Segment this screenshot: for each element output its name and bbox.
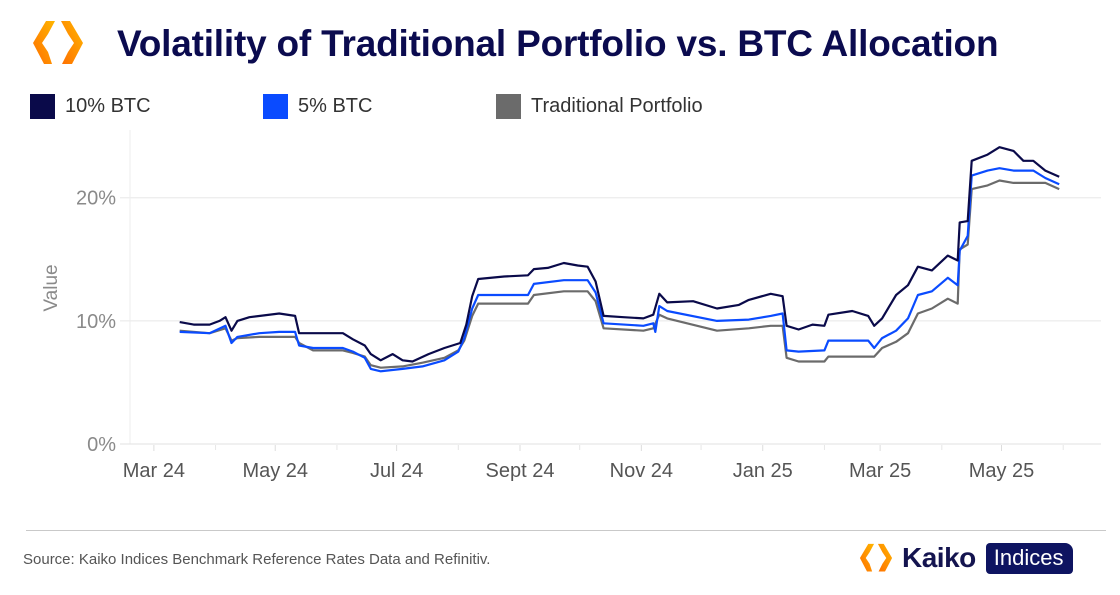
legend-label: 10% BTC xyxy=(65,94,151,117)
series-line-traditional-portfolio xyxy=(179,179,1060,369)
series-lines xyxy=(179,146,1060,373)
legend: 10% BTC 5% BTC Traditional Portfolio xyxy=(0,92,1120,120)
kaiko-brand-logo-icon xyxy=(859,543,893,572)
x-tick-label: Nov 24 xyxy=(610,460,673,482)
y-axis: 0% 10% 20% xyxy=(76,188,116,456)
footer-divider xyxy=(26,530,1106,531)
legend-item-5pct-btc[interactable]: 5% BTC xyxy=(263,92,372,120)
brand-name: Kaiko xyxy=(902,542,976,573)
x-tick-label: Mar 25 xyxy=(849,460,911,482)
logo-left-bracket xyxy=(33,21,55,64)
series-traditional-portfolio xyxy=(179,179,1060,369)
y-tick-label: 20% xyxy=(76,188,116,210)
legend-swatch-10pct-btc xyxy=(30,93,55,119)
source-note: Source: Kaiko Indices Benchmark Referenc… xyxy=(23,551,491,568)
legend-item-10pct-btc[interactable]: 10% BTC xyxy=(30,92,151,120)
y-tick-label: 0% xyxy=(87,434,116,456)
kaiko-logo-icon xyxy=(33,21,83,64)
logo-right-bracket xyxy=(61,21,83,64)
x-tick-label: Mar 24 xyxy=(123,460,185,482)
x-tick-label: Sept 24 xyxy=(486,460,555,482)
chart-title: Volatility of Traditional Portfolio vs. … xyxy=(117,23,999,64)
x-axis: Mar 24 May 24 Jul 24 Sept 24 Nov 24 Jan 25 Mar… xyxy=(123,445,1064,482)
x-tick-label: May 25 xyxy=(969,460,1035,482)
kaiko-indices-brand: Kaiko Indices xyxy=(858,539,1074,577)
series-10pct-btc xyxy=(179,146,1060,363)
legend-label: Traditional Portfolio xyxy=(531,94,703,117)
y-tick-label: 10% xyxy=(76,311,116,333)
grid-lines xyxy=(120,130,1101,445)
legend-label: 5% BTC xyxy=(298,94,373,117)
y-axis-label: Value xyxy=(41,264,62,311)
legend-swatch-traditional-portfolio xyxy=(496,93,521,119)
legend-item-traditional-portfolio[interactable]: Traditional Portfolio xyxy=(496,92,703,120)
x-tick-label: Jul 24 xyxy=(370,460,423,482)
series-5pct-btc xyxy=(179,167,1060,373)
line-chart: 0% 10% 20% Mar 24 May 24 Jul 24 Sept 24 Nov 24… xyxy=(41,130,1101,482)
x-tick-label: Jan 25 xyxy=(733,460,793,482)
brand-badge: Indices xyxy=(985,542,1074,574)
x-tick-label: May 24 xyxy=(242,460,308,482)
legend-swatch-5pct-btc xyxy=(263,93,288,119)
